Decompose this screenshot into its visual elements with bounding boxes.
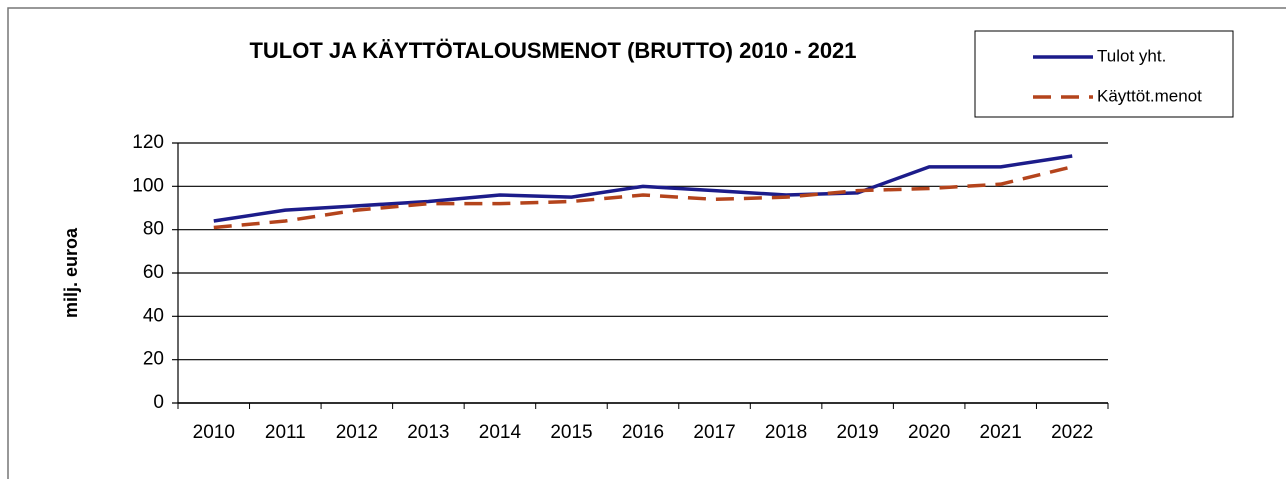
x-tick-label: 2018 — [765, 422, 807, 443]
x-tick-label: 2013 — [407, 422, 449, 443]
y-tick-label: 40 — [143, 305, 164, 326]
x-tick-label: 2022 — [1051, 422, 1093, 443]
legend-label: Tulot yht. — [1097, 46, 1166, 65]
y-tick-label: 60 — [143, 262, 164, 283]
x-tick-label: 2010 — [193, 422, 235, 443]
series-line — [213, 165, 1073, 230]
series-line — [213, 154, 1073, 223]
x-tick-label: 2014 — [479, 422, 522, 443]
x-tick-label: 2011 — [265, 422, 306, 443]
x-tick-label: 2012 — [336, 422, 378, 443]
x-tick-label: 2021 — [980, 422, 1022, 443]
chart-title: TULOT JA KÄYTTÖTALOUSMENOT (BRUTTO) 2010… — [249, 38, 856, 63]
y-tick-label: 80 — [143, 219, 164, 240]
legend-box — [974, 30, 1234, 118]
x-tick-label: 2015 — [550, 422, 592, 443]
x-tick-label: 2020 — [908, 422, 950, 443]
y-tick-label: 100 — [132, 175, 164, 196]
x-tick-label: 2016 — [622, 422, 664, 443]
y-axis-label: milj. euroa — [61, 227, 81, 318]
y-tick-label: 20 — [143, 349, 164, 370]
x-tick-label: 2019 — [836, 422, 878, 443]
y-tick-label: 120 — [132, 132, 164, 153]
x-tick-label: 2017 — [693, 422, 735, 443]
y-tick-label: 0 — [153, 392, 164, 413]
legend-label: Käyttöt.menot — [1097, 86, 1202, 105]
